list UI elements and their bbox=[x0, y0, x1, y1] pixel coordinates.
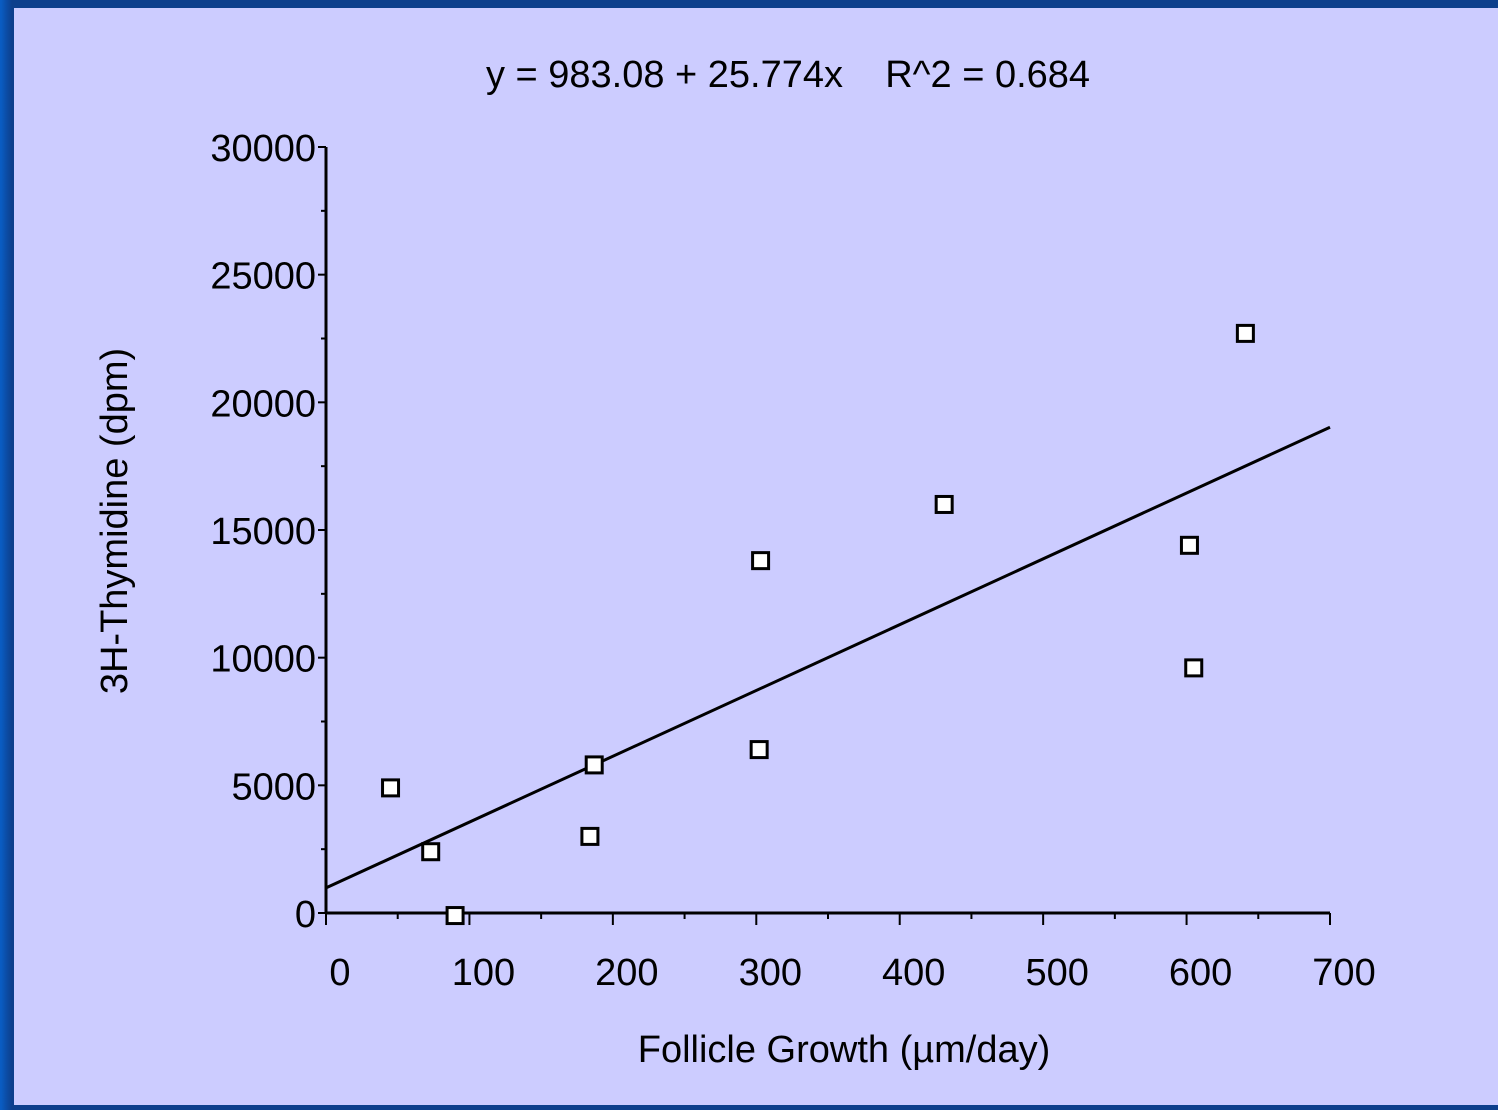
scatter-chart: y = 983.08 + 25.774x R^2 = 0.684 3H-Thym… bbox=[94, 54, 1376, 1071]
chart-panel: y = 983.08 + 25.774x R^2 = 0.684 3H-Thym… bbox=[14, 8, 1498, 1105]
x-axis-label: Follicle Growth (µm/day) bbox=[638, 1029, 1051, 1071]
x-tick-label: 0 bbox=[329, 952, 350, 994]
data-point bbox=[580, 826, 600, 846]
data-point bbox=[934, 494, 954, 514]
data-point bbox=[421, 842, 441, 862]
y-tick-label: 20000 bbox=[210, 383, 316, 425]
data-point bbox=[584, 755, 604, 775]
data-point bbox=[1235, 323, 1255, 343]
data-point bbox=[381, 778, 401, 798]
data-point bbox=[751, 551, 771, 571]
axes: 0 5000 10000 15000 20000 25000 30000 0 100 200 300… bbox=[210, 128, 1375, 994]
y-tick-label: 0 bbox=[295, 894, 316, 936]
y-axis-label: 3H-Thymidine (dpm) bbox=[94, 348, 136, 694]
x-tick-label: 700 bbox=[1312, 952, 1375, 994]
x-tick-label: 100 bbox=[452, 952, 515, 994]
chart-title: y = 983.08 + 25.774x R^2 = 0.684 bbox=[486, 54, 1090, 96]
x-tick-label: 600 bbox=[1169, 952, 1232, 994]
y-tick-label: 30000 bbox=[210, 128, 316, 170]
data-point bbox=[749, 740, 769, 760]
regression-line bbox=[325, 425, 1331, 890]
regression-line-group bbox=[325, 425, 1331, 890]
data-point bbox=[1179, 535, 1199, 555]
y-tick-label: 15000 bbox=[210, 511, 316, 553]
x-tick-label: 200 bbox=[595, 952, 658, 994]
data-points bbox=[381, 323, 1255, 926]
data-point bbox=[445, 906, 465, 926]
x-tick-label: 400 bbox=[882, 952, 945, 994]
data-point bbox=[1184, 658, 1204, 678]
y-tick-label: 5000 bbox=[231, 766, 316, 808]
y-tick-label: 10000 bbox=[210, 639, 316, 681]
y-tick-label: 25000 bbox=[210, 256, 316, 298]
x-tick-label: 500 bbox=[1025, 952, 1088, 994]
x-tick-label: 300 bbox=[739, 952, 802, 994]
